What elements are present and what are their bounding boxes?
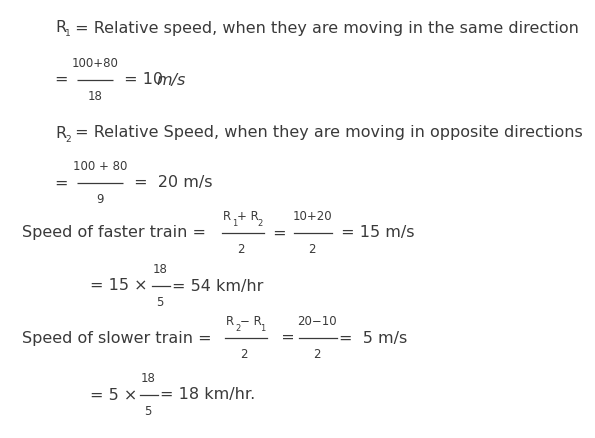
Text: R: R (55, 21, 66, 35)
Text: 18: 18 (140, 372, 155, 385)
Text: = 15 m/s: = 15 m/s (336, 226, 415, 240)
Text: =: = (55, 176, 74, 191)
Text: 2: 2 (235, 324, 240, 333)
Text: =: = (55, 73, 74, 88)
Text: 100+80: 100+80 (71, 57, 118, 70)
Text: 2: 2 (257, 219, 262, 228)
Text: = 15 ×: = 15 × (90, 279, 153, 293)
Text: =  5 m/s: = 5 m/s (339, 331, 407, 346)
Text: 1: 1 (232, 219, 237, 228)
Text: Speed of slower train =: Speed of slower train = (22, 331, 217, 346)
Text: 1: 1 (65, 29, 71, 39)
Text: = 10: = 10 (118, 73, 163, 88)
Text: Speed of faster train =: Speed of faster train = (22, 226, 211, 240)
Text: − R: − R (240, 315, 262, 328)
Text: 1: 1 (260, 324, 265, 333)
Text: = Relative speed, when they are moving in the same direction: = Relative speed, when they are moving i… (70, 21, 579, 35)
Text: 2: 2 (308, 243, 316, 256)
Text: =: = (268, 226, 292, 240)
Text: R: R (226, 315, 234, 328)
Text: R: R (55, 126, 66, 141)
Text: 2: 2 (237, 243, 245, 256)
Text: =  20 m/s: = 20 m/s (129, 176, 212, 191)
Text: 2: 2 (240, 348, 248, 361)
Text: + R: + R (237, 210, 259, 223)
Text: 2: 2 (313, 348, 321, 361)
Text: 2: 2 (65, 134, 71, 144)
Text: =: = (271, 331, 300, 346)
Text: 10+20: 10+20 (292, 210, 332, 223)
Text: 18: 18 (87, 90, 102, 103)
Text: 5: 5 (145, 405, 152, 418)
Text: = 18 km/hr.: = 18 km/hr. (160, 388, 255, 403)
Text: R: R (223, 210, 231, 223)
Text: = Relative Speed, when they are moving in opposite directions: = Relative Speed, when they are moving i… (70, 126, 583, 141)
Text: = 5 ×: = 5 × (90, 388, 142, 403)
Text: 9: 9 (96, 193, 104, 206)
Text: 18: 18 (152, 263, 167, 276)
Text: m/s: m/s (156, 73, 186, 88)
Text: 20−10: 20−10 (297, 315, 337, 328)
Text: 100 + 80: 100 + 80 (73, 160, 127, 173)
Text: 5: 5 (156, 296, 164, 309)
Text: = 54 km/hr: = 54 km/hr (172, 279, 264, 293)
